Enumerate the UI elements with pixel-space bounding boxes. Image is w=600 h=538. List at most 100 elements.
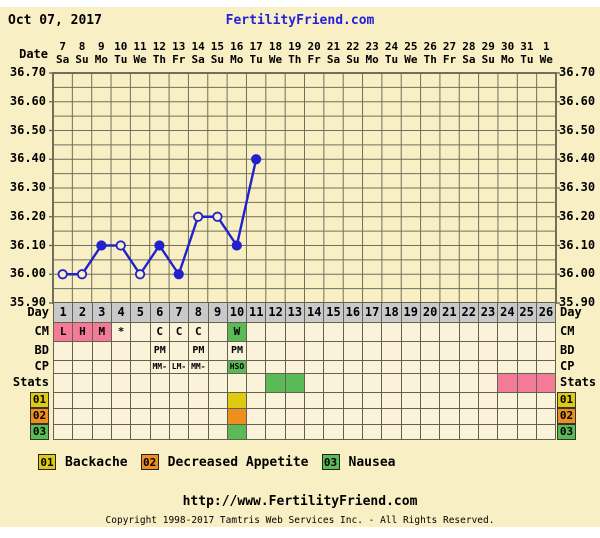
temp-label-left: 36.20 xyxy=(9,208,46,223)
day-cell: 5 xyxy=(131,302,151,322)
stats-cell xyxy=(343,373,363,392)
symptom-code-label: 03 xyxy=(557,424,576,440)
cp-cell xyxy=(478,360,499,373)
sym01-cell xyxy=(227,392,248,408)
date-cell: 26 xyxy=(423,40,437,53)
temp-label-left: 36.60 xyxy=(9,93,46,108)
sym01-cell xyxy=(285,392,306,408)
cm-cell xyxy=(459,322,479,341)
sym03-cell xyxy=(247,424,267,440)
cp-cell xyxy=(343,360,363,373)
date-cell: 23 xyxy=(365,40,379,53)
sym01-cell xyxy=(73,392,93,408)
sym03-cell xyxy=(498,424,518,440)
sym03-cell xyxy=(150,424,170,440)
cm-cell xyxy=(420,322,441,341)
temp-point-day-7 xyxy=(173,269,184,280)
day-cell: 16 xyxy=(343,302,363,322)
cm-cell xyxy=(382,322,402,341)
stats-cell xyxy=(54,373,74,392)
bd-cell xyxy=(266,341,286,360)
symptom-code-label: 02 xyxy=(557,408,576,424)
legend-label: Nausea xyxy=(348,454,396,470)
sym02-cell xyxy=(517,408,537,424)
weekday-cell: Tu xyxy=(249,53,263,66)
symptom-code-label: 01 xyxy=(557,392,576,408)
temp-point-day-1 xyxy=(57,269,68,280)
sym01-cell xyxy=(498,392,518,408)
cm-cell: W xyxy=(227,322,248,341)
weekday-cell: Sa xyxy=(326,53,341,66)
sym03-cell xyxy=(324,424,344,440)
date-cell: 9 xyxy=(98,40,105,53)
cm-cell xyxy=(285,322,306,341)
day-numbers-row: 1 2 3 4 5 6 7 8 9 10 11 12 13 14 15 16 17 18 19 20 21 22 23 24 2… xyxy=(53,302,557,322)
cp-cell xyxy=(363,360,383,373)
cp-cell: MM- xyxy=(189,360,209,373)
day-cell: 20 xyxy=(420,302,441,322)
cp-cell xyxy=(536,360,557,373)
weekday-cell: Mo xyxy=(500,53,515,66)
stats-cell xyxy=(92,373,112,392)
date-axis-label: Date xyxy=(19,47,48,61)
sym03-cell xyxy=(131,424,151,440)
temp-label-right: 36.60 xyxy=(559,93,596,108)
symptom-code-label: 02 xyxy=(30,408,49,424)
stats-cell xyxy=(189,373,209,392)
sym02-cell xyxy=(150,408,170,424)
day-cell: 7 xyxy=(169,302,190,322)
day-cell: 25 xyxy=(517,302,537,322)
stats-cell xyxy=(247,373,267,392)
sym01-cell xyxy=(247,392,267,408)
sym01-cell xyxy=(517,392,537,408)
sym01-cell xyxy=(363,392,383,408)
bd-cell xyxy=(285,341,306,360)
sym03-cell xyxy=(536,424,557,440)
weekday-cell: Th xyxy=(152,53,167,66)
sym02-cell xyxy=(343,408,363,424)
sym03-cell xyxy=(478,424,499,440)
site-link[interactable]: FertilityFriend.com xyxy=(225,13,375,28)
sym01-cell xyxy=(324,392,344,408)
weekday-cell: We xyxy=(539,53,553,66)
sym03-cell xyxy=(440,424,460,440)
bd-cell xyxy=(305,341,325,360)
cm-cell xyxy=(305,322,325,341)
date-cell: 21 xyxy=(326,40,341,53)
day-row-label: Day xyxy=(560,305,582,319)
temp-label-right: 36.30 xyxy=(559,180,596,194)
stats-cell xyxy=(150,373,170,392)
sym02-cell xyxy=(227,408,248,424)
date-cell: 1 xyxy=(542,40,550,53)
temp-label-left: 36.50 xyxy=(9,122,46,137)
date-cell: 25 xyxy=(404,40,418,53)
temp-label-right: 36.00 xyxy=(559,266,596,281)
bd-cell xyxy=(208,341,228,360)
weekday-cell: Sa xyxy=(191,53,205,66)
stats-cell xyxy=(478,373,499,392)
sym01-cell xyxy=(131,392,151,408)
cp-cell xyxy=(54,360,74,373)
cm-cell xyxy=(498,322,518,341)
cm-cell: * xyxy=(111,322,132,341)
weekday-cell: Tu xyxy=(114,53,128,66)
sym03-cell xyxy=(92,424,112,440)
sym01-cell xyxy=(343,392,363,408)
stats-cell xyxy=(401,373,421,392)
sym03-cell xyxy=(382,424,402,440)
footer-url[interactable]: http://www.FertilityFriend.com xyxy=(182,494,418,509)
weekday-cell: Fr xyxy=(442,53,457,66)
stats-cell xyxy=(459,373,479,392)
sym01-cell xyxy=(54,392,74,408)
cp-cell xyxy=(266,360,286,373)
weekday-cell: Su xyxy=(346,53,360,66)
temp-label-left: 36.10 xyxy=(9,237,46,252)
sym03-cell xyxy=(363,424,383,440)
date-cell: 11 xyxy=(133,40,147,53)
date-cell: 10 xyxy=(114,40,128,53)
date-cell: 13 xyxy=(172,40,186,53)
sym01-cell xyxy=(536,392,557,408)
bd-cell xyxy=(401,341,421,360)
legend-color-box: 02 xyxy=(140,454,159,470)
cp-row-label: CP xyxy=(34,359,49,373)
